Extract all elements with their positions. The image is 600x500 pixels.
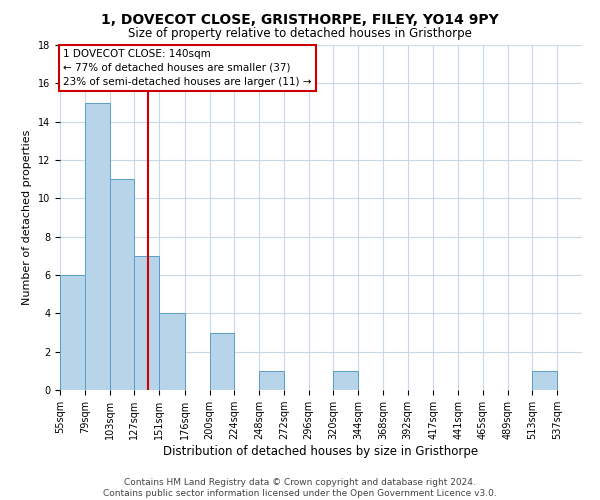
Y-axis label: Number of detached properties: Number of detached properties	[22, 130, 32, 305]
Text: Contains HM Land Registry data © Crown copyright and database right 2024.
Contai: Contains HM Land Registry data © Crown c…	[103, 478, 497, 498]
Bar	[110, 179, 134, 390]
Text: 1 DOVECOT CLOSE: 140sqm
← 77% of detached houses are smaller (37)
23% of semi-de: 1 DOVECOT CLOSE: 140sqm ← 77% of detache…	[63, 49, 311, 87]
Bar	[85, 102, 110, 390]
Bar	[532, 371, 557, 390]
Text: 1, DOVECOT CLOSE, GRISTHORPE, FILEY, YO14 9PY: 1, DOVECOT CLOSE, GRISTHORPE, FILEY, YO1…	[101, 12, 499, 26]
Bar	[209, 332, 235, 390]
Text: Size of property relative to detached houses in Gristhorpe: Size of property relative to detached ho…	[128, 28, 472, 40]
Bar	[159, 314, 185, 390]
X-axis label: Distribution of detached houses by size in Gristhorpe: Distribution of detached houses by size …	[163, 445, 479, 458]
Bar	[134, 256, 159, 390]
Bar	[259, 371, 284, 390]
Bar	[334, 371, 358, 390]
Bar	[60, 275, 85, 390]
